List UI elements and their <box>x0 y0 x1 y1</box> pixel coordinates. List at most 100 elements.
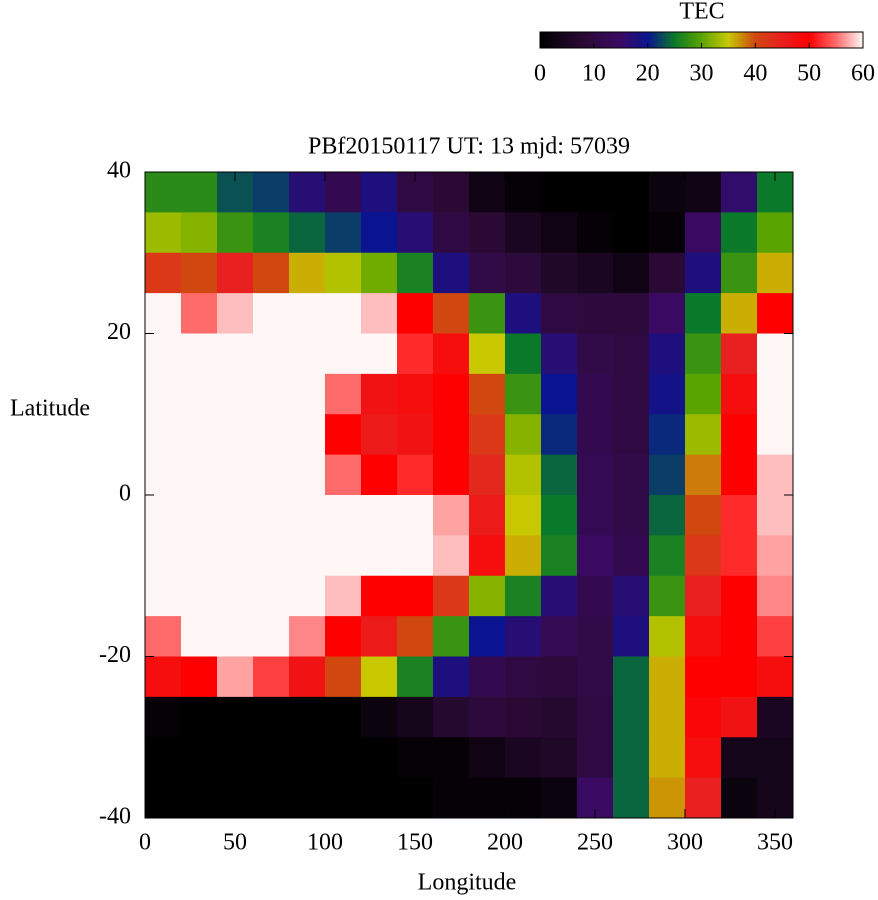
heatmap-cell <box>433 616 470 657</box>
heatmap-cell <box>181 575 218 617</box>
heatmap-cell <box>289 373 326 415</box>
heatmap-cell <box>145 575 182 617</box>
heatmap-cell <box>685 616 722 657</box>
heatmap-cell <box>361 535 398 577</box>
heatmap-cell <box>325 293 362 334</box>
heatmap-cell <box>577 414 614 456</box>
heatmap-cell <box>649 414 686 456</box>
heatmap-cell <box>433 696 470 738</box>
heatmap-cell <box>253 656 290 698</box>
heatmap-cell <box>505 373 542 415</box>
heatmap-cell <box>685 293 722 334</box>
heatmap-cell <box>541 172 578 213</box>
heatmap-cell <box>685 373 722 415</box>
heatmap-cell <box>721 373 758 415</box>
heatmap-cell <box>577 495 614 536</box>
heatmap-cell <box>361 737 398 779</box>
heatmap-cell <box>649 252 686 294</box>
heatmap-cell <box>397 575 434 617</box>
heatmap-cell <box>217 737 254 779</box>
heatmap-cell <box>361 373 398 415</box>
heatmap-cell <box>253 777 290 819</box>
heatmap-cell <box>757 373 794 415</box>
heatmap-cell <box>469 495 506 536</box>
heatmap-cell <box>613 656 650 698</box>
heatmap-cell <box>397 495 434 536</box>
heatmap-cell <box>469 252 506 294</box>
heatmap-cell <box>325 212 362 254</box>
x-tick-label: 300 <box>667 830 703 856</box>
heatmap-cell <box>757 696 794 738</box>
heatmap-cell <box>577 535 614 577</box>
heatmap-cell <box>289 737 326 779</box>
heatmap-cell <box>685 252 722 294</box>
heatmap-cell <box>289 696 326 738</box>
heatmap-cell <box>181 172 218 213</box>
heatmap-cell <box>325 777 362 819</box>
heatmap-cell <box>253 212 290 254</box>
heatmap-cell <box>577 656 614 698</box>
heatmap-cell <box>613 212 650 254</box>
heatmap-cell <box>577 252 614 294</box>
heatmap-cell <box>541 333 578 375</box>
heatmap-cell <box>577 333 614 375</box>
heatmap-cell <box>217 293 254 334</box>
heatmap-cell <box>721 656 758 698</box>
heatmap-cell <box>505 172 542 213</box>
heatmap-cell <box>433 495 470 536</box>
x-tick-label: 100 <box>307 830 343 856</box>
heatmap-cell <box>757 252 794 294</box>
heatmap-cell <box>325 172 362 213</box>
heatmap-cell <box>145 454 182 496</box>
chart-title: PBf20150117 UT: 13 mjd: 57039 <box>308 134 630 160</box>
heatmap-cell <box>613 414 650 456</box>
heatmap-cell <box>577 737 614 779</box>
heatmap-cell <box>145 616 182 657</box>
heatmap-cell <box>505 495 542 536</box>
heatmap-cell <box>577 454 614 496</box>
heatmap-cell <box>433 454 470 496</box>
heatmap-cell <box>433 737 470 779</box>
heatmap-cell <box>649 777 686 819</box>
heatmap-cell <box>613 495 650 536</box>
heatmap-cell <box>757 575 794 617</box>
heatmap-cell <box>217 696 254 738</box>
heatmap-cell <box>577 373 614 415</box>
heatmap-cell <box>649 373 686 415</box>
heatmap-cell <box>613 252 650 294</box>
heatmap-cell <box>145 373 182 415</box>
heatmap-cell <box>325 454 362 496</box>
heatmap-cell <box>145 656 182 698</box>
heatmap-cell <box>253 575 290 617</box>
heatmap-cell <box>505 737 542 779</box>
heatmap-cell <box>505 575 542 617</box>
heatmap-cell <box>289 454 326 496</box>
heatmap-cell <box>469 373 506 415</box>
heatmap-cell <box>721 535 758 577</box>
heatmap-cell <box>181 212 218 254</box>
heatmap-cell <box>541 414 578 456</box>
heatmap-cell <box>217 333 254 375</box>
heatmap-cell <box>757 616 794 657</box>
heatmap-cell <box>181 293 218 334</box>
heatmap-cell <box>253 737 290 779</box>
heatmap-cell <box>217 495 254 536</box>
heatmap-cell <box>253 495 290 536</box>
heatmap-cell <box>289 414 326 456</box>
heatmap-cell <box>181 777 218 819</box>
heatmap-cell <box>649 454 686 496</box>
heatmap-cell <box>397 414 434 456</box>
heatmap-cell <box>685 454 722 496</box>
heatmap-cell <box>649 172 686 213</box>
heatmap-cell <box>613 293 650 334</box>
heatmap-cell <box>289 172 326 213</box>
heatmap-cell <box>289 293 326 334</box>
heatmap-cell <box>397 737 434 779</box>
heatmap-cell <box>397 696 434 738</box>
heatmap-cell <box>757 212 794 254</box>
heatmap-cell <box>397 293 434 334</box>
heatmap-cell <box>469 293 506 334</box>
heatmap-cell <box>613 172 650 213</box>
heatmap-cell <box>469 696 506 738</box>
